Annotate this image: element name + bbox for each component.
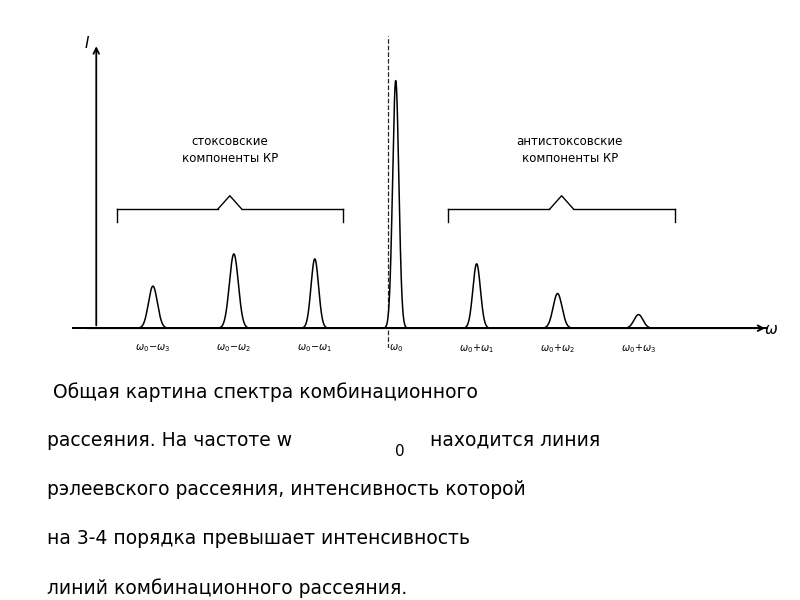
Text: $\omega_0\!-\!\omega_3$: $\omega_0\!-\!\omega_3$ [135, 342, 170, 353]
Text: стоксовские
компоненты КР: стоксовские компоненты КР [182, 135, 278, 165]
Text: $\omega_0\!+\!\omega_3$: $\omega_0\!+\!\omega_3$ [621, 342, 656, 355]
Text: на 3-4 порядка превышает интенсивность: на 3-4 порядка превышает интенсивность [47, 529, 470, 548]
Text: $\omega_0\!+\!\omega_1$: $\omega_0\!+\!\omega_1$ [459, 342, 494, 355]
Text: Общая картина спектра комбинационного: Общая картина спектра комбинационного [47, 382, 478, 401]
Text: $\omega_0\!+\!\omega_2$: $\omega_0\!+\!\omega_2$ [540, 342, 575, 355]
Text: находится линия: находится линия [412, 431, 601, 450]
Text: $\omega_0\!-\!\omega_2$: $\omega_0\!-\!\omega_2$ [216, 342, 251, 353]
Text: рассеяния. На частоте w: рассеяния. На частоте w [47, 431, 292, 450]
Text: рэлеевского рассеяния, интенсивность которой: рэлеевского рассеяния, интенсивность кот… [47, 480, 526, 499]
Text: 0: 0 [395, 443, 405, 458]
Text: $\omega$: $\omega$ [764, 322, 778, 337]
Text: $\omega_0\!-\!\omega_1$: $\omega_0\!-\!\omega_1$ [297, 342, 333, 353]
Text: линий комбинационного рассеяния.: линий комбинационного рассеяния. [47, 578, 407, 598]
Text: $\omega_0$: $\omega_0$ [389, 342, 402, 353]
Text: антистоксовские
компоненты КР: антистоксовские компоненты КР [517, 135, 623, 165]
Text: $I$: $I$ [83, 35, 90, 51]
